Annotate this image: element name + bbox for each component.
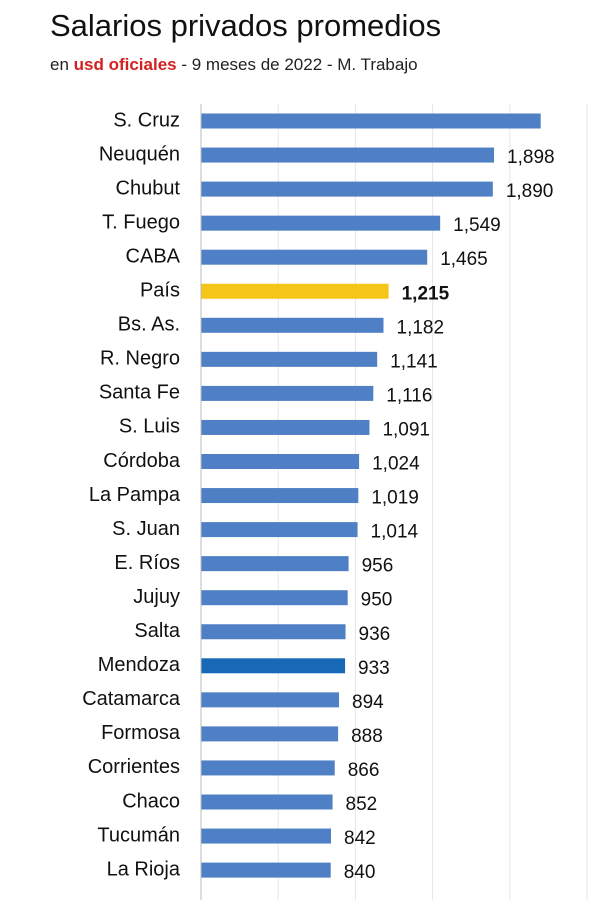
y-tick-label: R. Negro	[100, 348, 180, 370]
value-label: 1,019	[371, 488, 419, 509]
bar	[201, 317, 384, 333]
bar	[201, 522, 358, 538]
y-tick-label: S. Luis	[119, 416, 180, 438]
bar	[201, 828, 332, 844]
y-tick-label: S. Cruz	[113, 109, 180, 131]
bar	[201, 760, 335, 776]
value-label: 840	[344, 862, 376, 883]
value-label: 950	[361, 590, 393, 611]
y-tick-label: S. Juan	[112, 518, 180, 540]
y-tick-label: La Pampa	[89, 484, 181, 506]
bar	[201, 181, 493, 197]
y-tick-label: Neuquén	[99, 143, 180, 165]
y-tick-label: Formosa	[101, 722, 181, 744]
bar	[201, 113, 541, 129]
bar	[201, 862, 331, 878]
y-tick-label: Corrientes	[88, 756, 180, 778]
value-label: 1,549	[453, 215, 501, 236]
subtitle-part: en	[50, 55, 74, 74]
bar	[201, 283, 389, 299]
value-label: 842	[344, 828, 376, 849]
bar	[201, 215, 441, 231]
value-label: 1,116	[386, 385, 432, 406]
bar	[201, 556, 349, 572]
bar	[201, 658, 346, 674]
y-tick-label: Catamarca	[82, 688, 181, 710]
bar	[201, 726, 339, 742]
bar	[201, 590, 348, 606]
bar	[201, 249, 428, 265]
y-tick-label: Salta	[134, 620, 180, 642]
value-label: 1,890	[506, 181, 554, 202]
bar	[201, 624, 346, 640]
value-label: 956	[362, 556, 394, 577]
value-label: 1,465	[440, 249, 488, 270]
value-label: 852	[346, 794, 378, 815]
y-tick-label: Jujuy	[133, 586, 180, 608]
value-label: 894	[352, 692, 384, 713]
chart-title: Salarios privados promedios	[50, 8, 441, 43]
y-tick-label: CABA	[126, 245, 181, 267]
bar	[201, 419, 370, 435]
y-tick-label: Córdoba	[103, 450, 181, 472]
value-label: 1,182	[397, 317, 445, 338]
bar	[201, 385, 374, 401]
value-label: 933	[358, 658, 390, 679]
value-label: 936	[359, 624, 391, 645]
bar	[201, 794, 333, 810]
y-tick-label: La Rioja	[107, 858, 181, 880]
y-tick-label: País	[140, 280, 180, 302]
subtitle-part: usd oficiales	[74, 55, 177, 74]
bar	[201, 351, 378, 367]
value-label: 1,898	[507, 147, 555, 168]
value-label: 888	[351, 726, 383, 747]
bar	[201, 454, 360, 469]
subtitle-part: - 9 meses de 2022 - M. Trabajo	[177, 55, 418, 74]
y-tick-label: Tucumán	[97, 824, 180, 846]
y-tick-label: T. Fuego	[102, 211, 180, 233]
y-tick-label: Chaco	[122, 790, 180, 812]
value-label: 866	[348, 760, 380, 781]
value-label: 1,091	[382, 419, 430, 440]
y-tick-label: Bs. As.	[118, 314, 180, 336]
value-label: 1,014	[371, 522, 419, 543]
y-tick-label: Chubut	[116, 177, 181, 199]
y-tick-label: Santa Fe	[99, 382, 180, 404]
value-label: 1,024	[372, 454, 420, 475]
value-label: 1,141	[390, 351, 438, 372]
value-label: 1,215	[402, 283, 450, 304]
y-tick-label: Mendoza	[98, 654, 181, 676]
y-tick-label: E. Ríos	[114, 552, 180, 574]
bar	[201, 488, 359, 504]
chart-subtitle: en usd oficiales - 9 meses de 2022 - M. …	[50, 55, 418, 74]
bar	[201, 147, 495, 163]
bar	[201, 692, 340, 708]
